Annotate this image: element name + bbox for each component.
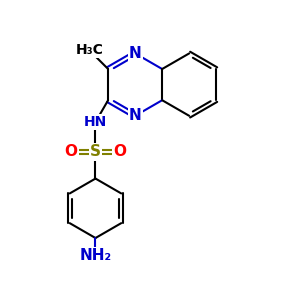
Text: N: N [129,108,142,123]
Text: S: S [90,144,101,159]
Text: NH₂: NH₂ [80,248,112,263]
Text: O: O [64,144,78,159]
Text: H₃C: H₃C [75,43,103,57]
Text: O: O [113,144,126,159]
Text: HN: HN [84,115,107,129]
Text: N: N [129,46,142,61]
